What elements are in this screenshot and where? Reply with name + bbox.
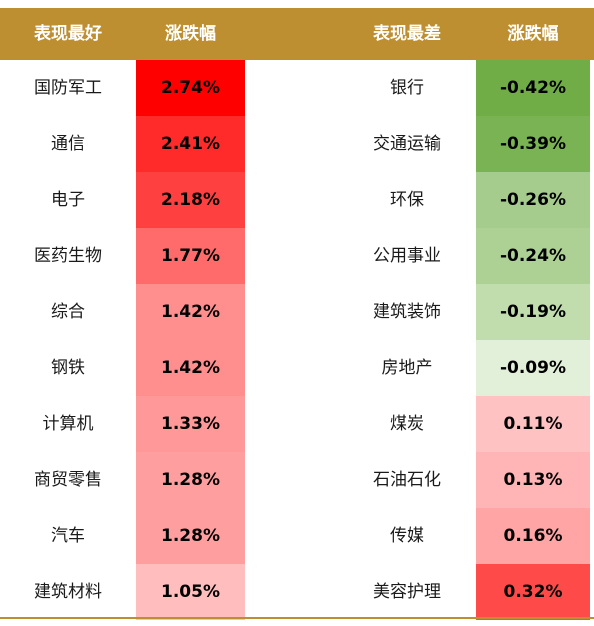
best-change-value: 1.42% bbox=[136, 284, 245, 340]
worst-change-value: -0.39% bbox=[476, 116, 590, 172]
worst-sector-label: 传媒 bbox=[390, 526, 424, 546]
best-change-value: 1.28% bbox=[136, 508, 245, 564]
best-change-value: 2.18% bbox=[136, 172, 245, 228]
best-sector-label: 电子 bbox=[51, 190, 85, 210]
table-row: 汽车 1.28% 传媒 0.16% bbox=[0, 508, 594, 564]
worst-change-value: 0.13% bbox=[476, 452, 590, 508]
worst-sector-label: 石油石化 bbox=[373, 470, 441, 490]
worst-change-value: 0.16% bbox=[476, 508, 590, 564]
worst-sector-label: 银行 bbox=[390, 78, 424, 98]
worst-sector-label: 煤炭 bbox=[390, 414, 424, 434]
table-header: 表现最好 涨跌幅 表现最差 涨跌幅 bbox=[0, 8, 594, 60]
best-sector-label: 建筑材料 bbox=[34, 582, 102, 602]
best-sector-label: 计算机 bbox=[42, 414, 94, 434]
worst-change-value: -0.26% bbox=[476, 172, 590, 228]
worst-sector-label: 环保 bbox=[390, 190, 424, 210]
best-change-value: 1.05% bbox=[136, 564, 245, 620]
table-row: 建筑材料 1.05% 美容护理 0.32% bbox=[0, 564, 594, 620]
header-worst-change: 涨跌幅 bbox=[507, 24, 559, 44]
best-change-value: 2.74% bbox=[136, 60, 245, 116]
worst-sector-label: 房地产 bbox=[381, 358, 433, 378]
table-row: 通信 2.41% 交通运输 -0.39% bbox=[0, 116, 594, 172]
best-change-value: 1.77% bbox=[136, 228, 245, 284]
best-sector-label: 商贸零售 bbox=[34, 470, 102, 490]
best-sector-label: 汽车 bbox=[51, 526, 85, 546]
table-row: 电子 2.18% 环保 -0.26% bbox=[0, 172, 594, 228]
best-sector-label: 国防军工 bbox=[34, 78, 102, 98]
worst-sector-label: 交通运输 bbox=[373, 134, 441, 154]
table-bottom-line bbox=[0, 617, 594, 619]
best-change-value: 1.42% bbox=[136, 340, 245, 396]
header-best-change: 涨跌幅 bbox=[165, 24, 216, 44]
best-sector-label: 综合 bbox=[51, 302, 85, 322]
table-row: 计算机 1.33% 煤炭 0.11% bbox=[0, 396, 594, 452]
worst-change-value: -0.09% bbox=[476, 340, 590, 396]
header-worst: 表现最差 bbox=[373, 24, 441, 44]
best-sector-label: 钢铁 bbox=[51, 358, 85, 378]
worst-sector-label: 美容护理 bbox=[373, 582, 441, 602]
worst-change-value: 0.11% bbox=[476, 396, 590, 452]
worst-sector-label: 建筑装饰 bbox=[373, 302, 441, 322]
best-change-value: 1.33% bbox=[136, 396, 245, 452]
worst-sector-label: 公用事业 bbox=[373, 246, 441, 266]
worst-change-value: -0.42% bbox=[476, 60, 590, 116]
table-row: 钢铁 1.42% 房地产 -0.09% bbox=[0, 340, 594, 396]
best-sector-label: 通信 bbox=[51, 134, 85, 154]
worst-change-value: -0.19% bbox=[476, 284, 590, 340]
table-row: 商贸零售 1.28% 石油石化 0.13% bbox=[0, 452, 594, 508]
best-change-value: 1.28% bbox=[136, 452, 245, 508]
table-row: 综合 1.42% 建筑装饰 -0.19% bbox=[0, 284, 594, 340]
worst-change-value: -0.24% bbox=[476, 228, 590, 284]
table-row: 医药生物 1.77% 公用事业 -0.24% bbox=[0, 228, 594, 284]
header-best: 表现最好 bbox=[34, 24, 102, 44]
best-sector-label: 医药生物 bbox=[34, 246, 102, 266]
best-change-value: 2.41% bbox=[136, 116, 245, 172]
worst-change-value: 0.32% bbox=[476, 564, 590, 620]
table-row: 国防军工 2.74% 银行 -0.42% bbox=[0, 60, 594, 116]
